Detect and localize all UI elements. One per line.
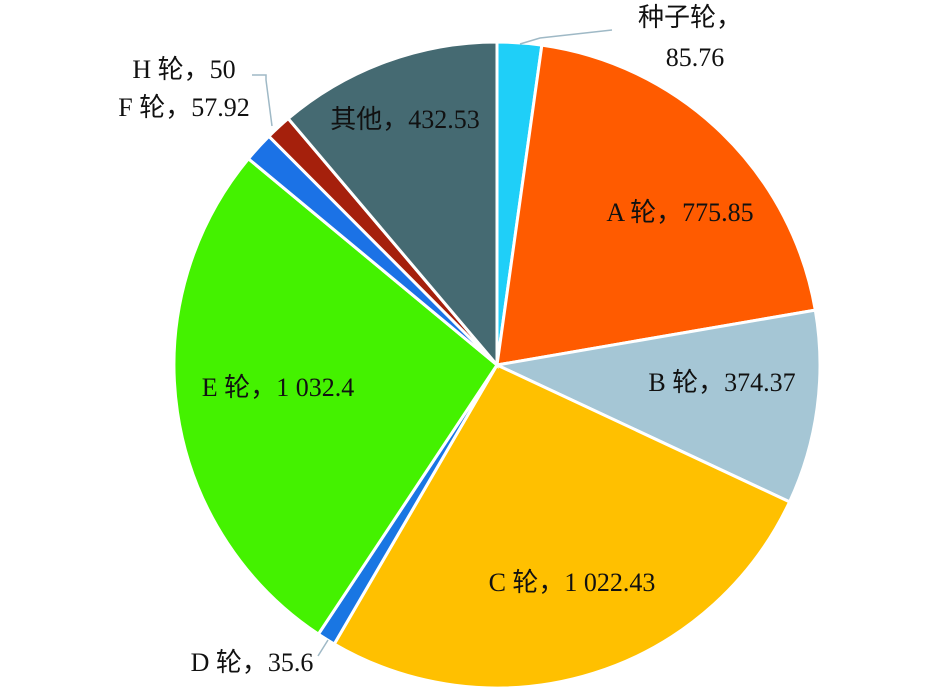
label-category: C 轮	[489, 568, 539, 597]
data-label: 种子轮， 85.76	[638, 3, 742, 72]
label-separator: ，	[165, 93, 191, 122]
leader-line	[317, 639, 329, 657]
label-category: A 轮	[606, 198, 656, 227]
pie-slice	[332, 363, 792, 690]
label-separator: ，	[242, 648, 268, 677]
label-value: 50	[210, 55, 236, 84]
label-separator: ，	[250, 373, 276, 402]
label-value: 85.76	[666, 43, 725, 72]
label-category: F 轮	[118, 93, 165, 122]
data-label: 其他，432.53	[330, 105, 480, 134]
label-separator: ，	[656, 198, 682, 227]
label-value: 1 032.4	[276, 373, 354, 402]
label-value: 775.85	[682, 198, 754, 227]
leader-line	[519, 29, 613, 45]
label-separator: ，	[538, 568, 564, 597]
data-label: A 轮，775.85	[606, 198, 753, 227]
pie-slice	[172, 156, 499, 637]
label-separator: ，	[698, 368, 724, 397]
label-value: 35.6	[268, 648, 314, 677]
label-category: B 轮	[648, 368, 698, 397]
pie-slice	[286, 40, 499, 370]
label-category: D 轮	[191, 648, 242, 677]
data-label: F 轮，57.92	[118, 93, 249, 122]
label-value: 1 022.43	[564, 568, 655, 597]
label-category: 其他	[330, 105, 382, 134]
data-label: B 轮，374.37	[648, 368, 795, 397]
label-separator: ，	[716, 3, 742, 32]
label-category: 种子轮	[638, 3, 716, 32]
pie-slice	[492, 308, 822, 504]
label-separator: ，	[382, 105, 408, 134]
data-label: E 轮，1 032.4	[202, 373, 354, 402]
data-label: D 轮，35.6	[191, 648, 314, 677]
data-label: C 轮，1 022.43	[489, 568, 656, 597]
label-value: 432.53	[408, 105, 480, 134]
data-label: H 轮，50	[132, 55, 235, 84]
leader-line	[252, 74, 273, 127]
label-category: E 轮	[202, 373, 250, 402]
label-category: H 轮	[132, 55, 183, 84]
label-value: 374.37	[724, 368, 796, 397]
label-value: 57.92	[191, 93, 250, 122]
pie-slice	[495, 43, 818, 367]
label-separator: ，	[184, 55, 210, 84]
